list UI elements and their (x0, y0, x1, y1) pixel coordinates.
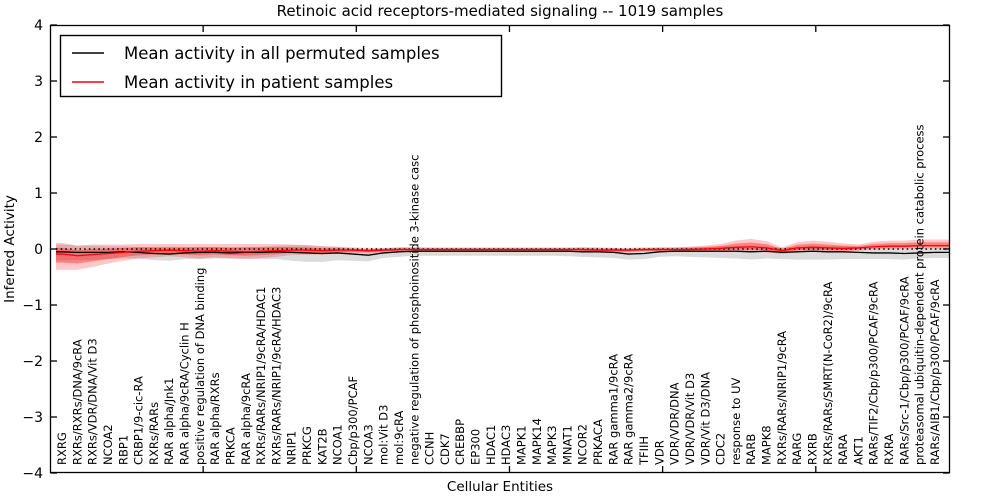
x-tick-label: MAPK3 (545, 425, 559, 465)
x-tick-label: NRIP1 (285, 431, 299, 465)
x-tick-label: MNAT1 (560, 425, 574, 465)
y-tick-labels: −4 −3 −2 −1 0 1 2 3 4 (22, 18, 43, 482)
x-tick-label: NCOR2 (576, 424, 590, 465)
x-tick-label: RXRs/RARs/NRIP1/9cRA/HDAC1 (254, 287, 268, 465)
x-tick-label: CDK7 (438, 433, 452, 465)
x-tick-label: VDR/VDR/Vit D3 (683, 373, 697, 465)
x-tick-label: RXRs/RARs (147, 402, 161, 465)
x-tick-label: CREBBP (453, 419, 467, 465)
x-tick-label: RARB (744, 434, 758, 465)
x-tick-label: Cbp/p300/PCAF (346, 376, 360, 465)
chart-title: Retinoic acid receptors-mediated signali… (277, 2, 724, 20)
x-tick-label: response to UV (729, 377, 743, 465)
x-tick-label: CRBP1/9-cic-RA (132, 376, 146, 465)
x-tick-label: RARs/AIB1/Cbp/p300/PCAF/9cRA (928, 279, 942, 465)
x-tick-label: RAR gamma1/9cRA (606, 354, 620, 465)
x-tick-label: RAR alpha/RXRs (208, 372, 222, 465)
legend-box (59, 34, 503, 98)
x-tick-label: RXRG (55, 432, 69, 465)
x-tick-label: PRKCG (300, 426, 314, 465)
x-tick-label: CDC2 (714, 433, 728, 465)
x-tick-label: RAR gamma2/9cRA (622, 354, 636, 465)
y-tick-label: 4 (34, 18, 43, 34)
x-tick-label: TFIIH (637, 436, 651, 466)
x-tick-label: RAR alpha/9cRA (239, 373, 253, 465)
y-tick-label: 1 (34, 186, 43, 202)
x-tick-label: NCOA2 (101, 424, 115, 465)
legend-label-permuted: Mean activity in all permuted samples (124, 44, 440, 63)
y-tick-label: −1 (22, 298, 43, 314)
x-tick-label: RXRs/RARs/SMRT(N-CoR2)/9cRA (821, 281, 835, 465)
patient-mean-line (56, 244, 949, 257)
x-tick-label: mol:Vit D3 (377, 405, 391, 465)
y-tick-label: 3 (34, 74, 43, 90)
x-tick-label: MAPK1 (515, 425, 529, 465)
patient-band-outer (56, 238, 949, 270)
x-tick-label: RXRs/RARs/NRIP1/9cRA/HDAC3 (269, 287, 283, 465)
permuted-mean-line (56, 250, 949, 256)
x-tick-label: HDAC1 (484, 425, 498, 465)
x-tick-label: AKT1 (851, 436, 865, 465)
x-tick-label: RARs/TIF2/Cbp/p300/PCAF/9cRA (867, 281, 881, 465)
x-tick-label: EP300 (469, 429, 483, 465)
x-tick-label: NCOA3 (361, 424, 375, 465)
legend: Mean activity in all permuted samples Me… (59, 34, 503, 98)
legend-label-patient: Mean activity in patient samples (124, 73, 393, 92)
x-tick-label: VDR/VDR/DNA (668, 382, 682, 465)
y-axis-label: Inferred Activity (2, 195, 18, 303)
x-tick-label: RARA (836, 434, 850, 465)
x-tick-label: HDAC3 (499, 425, 513, 465)
x-tick-label: VDR/Vit D3/DNA (698, 372, 712, 465)
x-tick-label: KAT2B (315, 428, 329, 465)
x-tick-label: RXRA (882, 434, 896, 465)
x-tick-label: RAR alpha/9cRA/Cyclin H (178, 322, 192, 465)
y-tick-label: −4 (22, 466, 43, 482)
x-tick-label: CCNH (423, 432, 437, 465)
x-tick-label: RAR alpha/Jnk1 (162, 378, 176, 465)
x-tick-label: RARG (790, 433, 804, 465)
x-axis-label: Cellular Entities (447, 479, 553, 495)
x-tick-label: VDR (652, 440, 666, 465)
x-tick-label: RXRB (806, 433, 820, 465)
y-tick-label: 0 (34, 242, 43, 258)
x-tick-label: proteasomal ubiquitin-dependent protein … (913, 124, 927, 465)
x-tick-label: positive regulation of DNA binding (193, 268, 207, 465)
x-tick-label: NCOA1 (331, 424, 345, 465)
x-tick-label: PRKCA (224, 427, 238, 465)
x-tick-label: RBP1 (116, 435, 130, 465)
axes-frame (49, 24, 951, 474)
x-tick-label: RARs/Src-1/Cbp/p300/PCAF/9cRA (897, 276, 911, 465)
x-tick-label: MAPK8 (760, 425, 774, 465)
y-tick-label: −3 (22, 410, 43, 426)
x-tick-label: negative regulation of phosphoinositide … (407, 155, 421, 466)
permuted-band (56, 244, 949, 262)
x-tick-label: mol:9cRA (392, 411, 406, 465)
y-tick-label: 2 (34, 130, 43, 146)
x-tick-label: RXRs/VDR/DNA/Vit D3 (86, 338, 100, 465)
x-tick-label: PRKACA (591, 419, 605, 465)
x-tick-label: RXRs/RARs/NRIP1/9cRA (775, 331, 789, 465)
plot-area: RXRG RXRs/RXRs/DNA/9cRA RXRs/VDR/DNA/Vit D… (50, 24, 950, 474)
x-tick-label: MAPK14 (530, 418, 544, 465)
y-tick-label: −2 (22, 354, 43, 370)
x-tick-label: RXRs/RXRs/DNA/9cRA (70, 339, 84, 465)
